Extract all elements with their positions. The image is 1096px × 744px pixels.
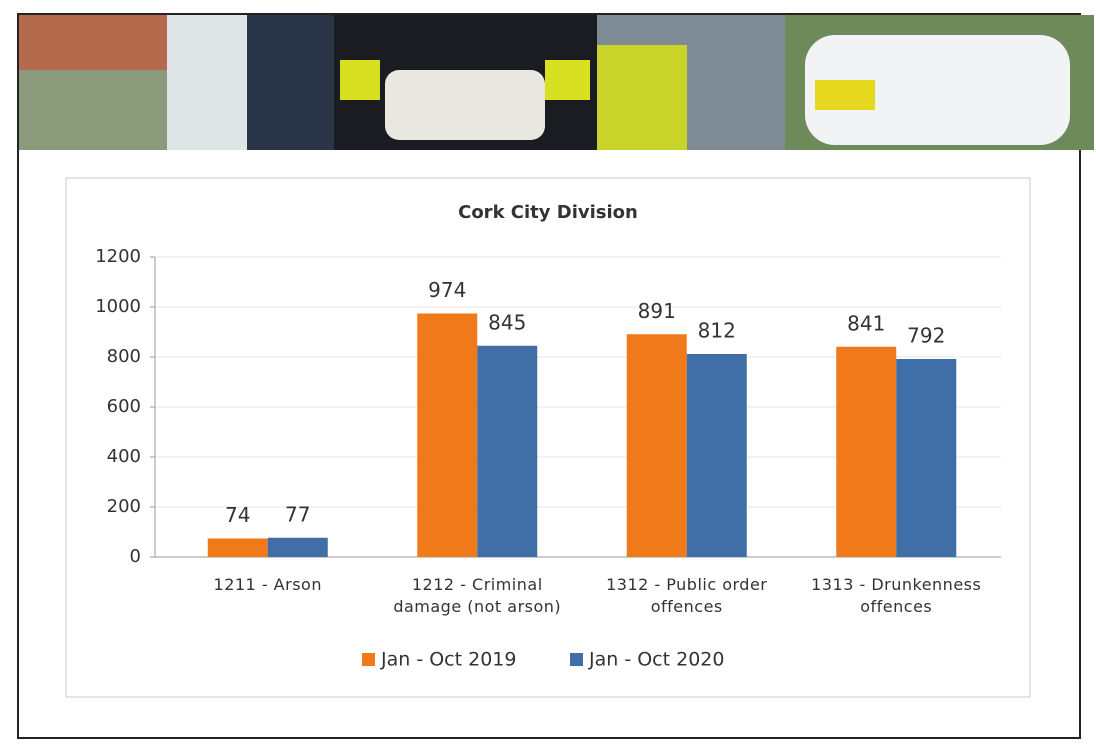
- value-label: 891: [638, 299, 676, 323]
- photo: [597, 45, 687, 150]
- bar: [687, 354, 747, 557]
- value-label: 812: [698, 319, 736, 343]
- value-label: 77: [285, 502, 310, 526]
- legend-swatch: [362, 653, 375, 666]
- y-tick-label: 0: [130, 546, 141, 567]
- y-tick-label: 200: [107, 496, 141, 517]
- photo: [545, 60, 590, 100]
- bar: [836, 347, 896, 557]
- value-label: 845: [488, 310, 526, 334]
- legend-swatch: [570, 653, 583, 666]
- x-tick-label: 1312 - Public order offences: [592, 574, 782, 618]
- value-label: 841: [847, 311, 885, 335]
- value-label: 792: [907, 324, 945, 348]
- legend-label: Jan - Oct 2020: [588, 649, 724, 671]
- bar: [477, 346, 537, 557]
- value-label: 974: [428, 278, 466, 302]
- y-tick-label: 1000: [95, 296, 141, 317]
- bar: [417, 314, 477, 558]
- y-tick-label: 400: [107, 446, 141, 467]
- page: Cork City Division 0 200 400 600 800 1000 1200…: [0, 0, 1096, 744]
- x-tick-label: 1313 - Drunkenness offences: [801, 574, 991, 618]
- photo: [340, 60, 380, 100]
- photo: [815, 80, 875, 110]
- bar: [896, 359, 956, 557]
- photo: [385, 70, 545, 140]
- y-tick-label: 800: [107, 346, 141, 367]
- bar: [208, 539, 268, 558]
- photo: [167, 15, 247, 150]
- chart-title: Cork City Division: [458, 202, 638, 223]
- y-tick-label: 600: [107, 396, 141, 417]
- legend-label: Jan - Oct 2019: [380, 649, 516, 671]
- bar: [268, 538, 328, 557]
- value-label: 74: [225, 503, 250, 527]
- bar: [627, 334, 687, 557]
- chart: Cork City Division 0 200 400 600 800 1000 1200…: [0, 0, 1096, 744]
- photo: [19, 15, 167, 70]
- x-tick-label: 1212 - Criminal damage (not arson): [382, 574, 572, 618]
- photo-banner: [19, 15, 1094, 150]
- x-tick-label: 1211 - Arson: [168, 574, 368, 596]
- y-tick-label: 1200: [95, 246, 141, 267]
